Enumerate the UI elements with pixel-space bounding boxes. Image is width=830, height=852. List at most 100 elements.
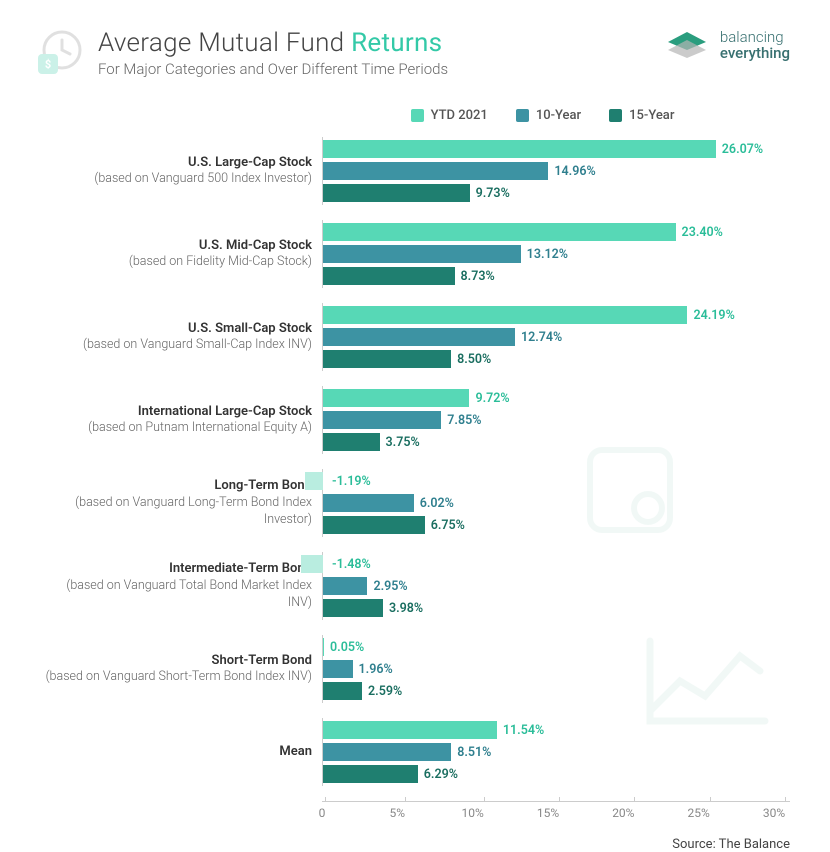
bar-wrap: 26.07%	[323, 139, 790, 159]
axis-tick-label: 0	[319, 806, 326, 820]
bar	[323, 184, 470, 202]
bar-value: 12.74%	[515, 330, 562, 345]
bar	[323, 245, 521, 263]
axis-tick: 0	[322, 802, 329, 820]
bar-value: 7.85%	[441, 413, 481, 428]
bars-cell: 11.54% 8.51% 6.29%	[322, 718, 790, 786]
bar-wrap: 8.51%	[323, 742, 790, 762]
bar	[323, 433, 380, 451]
axis-tick-label: 30%	[763, 806, 785, 820]
bar-value: -1.19%	[326, 474, 371, 489]
category-name: U.S. Large-Cap Stock	[40, 154, 312, 172]
bar	[305, 472, 323, 490]
axis-tick: 10%	[473, 802, 495, 820]
brand: balancing everything	[664, 28, 790, 64]
axis-tick: 30%	[774, 802, 796, 820]
x-axis: 0 5% 10% 15% 20% 25% 30%	[322, 801, 790, 831]
category-name: International Large-Cap Stock	[40, 403, 312, 421]
bars-cell: 23.40% 13.12% 8.73%	[322, 220, 790, 288]
legend-item: 10-Year	[516, 108, 581, 123]
category-name: Intermediate-Term Bond	[40, 560, 312, 578]
axis-tick: 15%	[548, 802, 570, 820]
axis-tick: 25%	[699, 802, 721, 820]
axis-tick-label: 5%	[390, 806, 406, 820]
category-name: Long-Term Bond	[40, 477, 312, 495]
category-sub: (based on Vanguard 500 Index Investor)	[40, 171, 312, 188]
axis-tick: 20%	[623, 802, 645, 820]
bar-value: -1.48%	[326, 557, 371, 572]
bar-wrap: 23.40%	[323, 222, 790, 242]
category-sub: (based on Putnam International Equity A)	[40, 420, 312, 437]
legend-label: YTD 2021	[431, 108, 488, 123]
bar	[323, 494, 414, 512]
bar	[323, 389, 469, 407]
category-name: Mean	[40, 743, 312, 761]
bar	[323, 577, 367, 595]
bar	[323, 599, 383, 617]
title-pre: Average Mutual Fund	[98, 28, 351, 58]
bar-wrap: 0.05%	[323, 637, 790, 657]
bar	[323, 660, 353, 678]
bar-wrap: 2.59%	[323, 681, 790, 701]
row-label: Intermediate-Term Bond(based on Vanguard…	[40, 552, 322, 620]
bars-cell: 24.19% 12.74% 8.50%	[322, 303, 790, 371]
source-label: Source: The Balance	[40, 837, 790, 852]
bar	[323, 350, 451, 368]
bar-wrap: 3.98%	[323, 598, 790, 618]
axis-tick-label: 25%	[688, 806, 710, 820]
bar-wrap: 8.50%	[323, 349, 790, 369]
bars-cell: 26.07%14.96%9.73%	[322, 137, 790, 205]
bars-cell: -1.48%2.95%3.98%	[322, 552, 790, 620]
category-sub: (based on Vanguard Short-Term Bond Index…	[40, 669, 312, 686]
axis-tick-label: 20%	[612, 806, 634, 820]
bar-wrap: -1.48%	[323, 554, 790, 574]
category-sub: (based on Fidelity Mid-Cap Stock)	[40, 254, 312, 271]
bar	[323, 682, 362, 700]
legend: YTD 202110-Year15-Year	[295, 108, 790, 123]
bar-value: 9.72%	[469, 391, 509, 406]
row-label: U.S. Mid-Cap Stock(based on Fidelity Mid…	[40, 220, 322, 288]
dollar-badge-icon: $	[38, 54, 58, 74]
bar	[323, 411, 441, 429]
bar-wrap: 6.29%	[323, 764, 790, 784]
bar-wrap: 6.02%	[323, 493, 790, 513]
page-subtitle: For Major Categories and Over Different …	[98, 60, 448, 78]
category-name: Short-Term Bond	[40, 652, 312, 670]
bar	[323, 765, 418, 783]
bar-value: 2.59%	[362, 684, 402, 699]
category-sub: (based on Vanguard Total Bond Market Ind…	[40, 578, 312, 612]
chart-row: U.S. Mid-Cap Stock(based on Fidelity Mid…	[40, 220, 790, 288]
clock-icon: $	[40, 28, 84, 72]
bar-value: 6.29%	[418, 767, 458, 782]
bar-value: 8.73%	[455, 269, 495, 284]
row-label: U.S. Large-Cap Stock(based on Vanguard 5…	[40, 137, 322, 205]
bar-value: 13.12%	[521, 247, 568, 262]
bar-wrap: 8.73%	[323, 266, 790, 286]
chart-row: Short-Term Bond(based on Vanguard Short-…	[40, 635, 790, 703]
axis-tick: 5%	[397, 802, 413, 820]
bar-wrap: 9.72%	[323, 388, 790, 408]
bar-wrap: 24.19%	[323, 305, 790, 325]
header: $ Average Mutual Fund Returns For Major …	[40, 28, 790, 78]
row-label: International Large-Cap Stock(based on P…	[40, 386, 322, 454]
bar-value: 8.51%	[451, 745, 491, 760]
title-accent: Returns	[351, 28, 442, 58]
category-sub: (based on Vanguard Long-Term Bond Index …	[40, 495, 312, 529]
bar	[323, 516, 425, 534]
page-title: Average Mutual Fund Returns	[98, 28, 448, 58]
chart-row: Intermediate-Term Bond(based on Vanguard…	[40, 552, 790, 620]
brand-line2: everything	[720, 46, 790, 62]
legend-item: YTD 2021	[411, 108, 488, 123]
bar-wrap: 6.75%	[323, 515, 790, 535]
row-label: Long-Term Bond(based on Vanguard Long-Te…	[40, 469, 322, 537]
bar-value: 8.50%	[451, 352, 491, 367]
chart-row: U.S. Large-Cap Stock(based on Vanguard 5…	[40, 137, 790, 205]
brand-text: balancing everything	[720, 30, 790, 62]
bar-value: 6.02%	[414, 496, 454, 511]
row-label: Short-Term Bond(based on Vanguard Short-…	[40, 635, 322, 703]
legend-swatch	[516, 109, 529, 122]
bar-wrap: 11.54%	[323, 720, 790, 740]
bar-wrap: 13.12%	[323, 244, 790, 264]
bars-cell: 9.72%7.85%3.75%	[322, 386, 790, 454]
bar-value: 14.96%	[548, 164, 595, 179]
